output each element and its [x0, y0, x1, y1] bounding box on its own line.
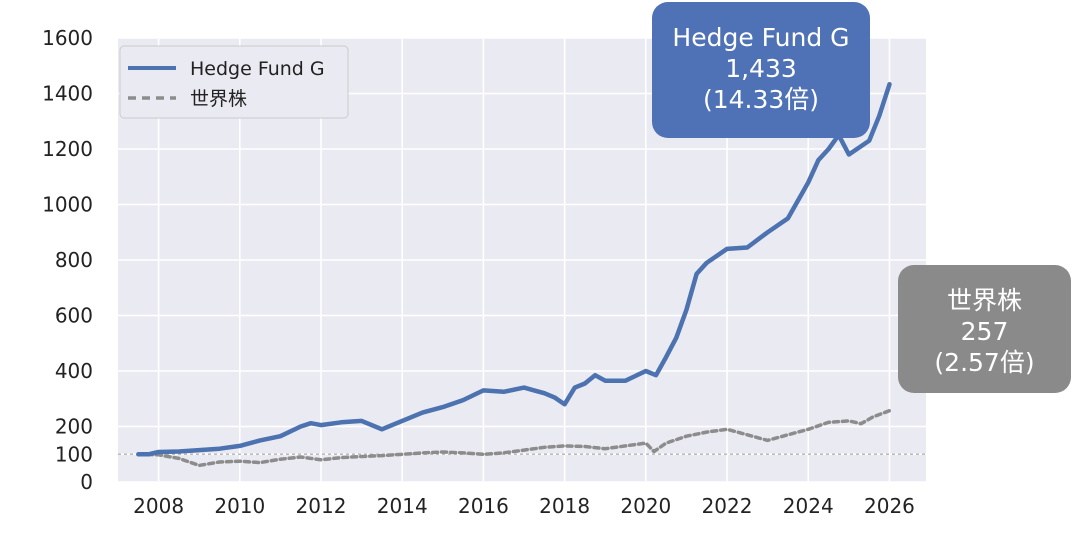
y-tick-label-0: 0	[80, 470, 93, 494]
y-tick-label-9: 1600	[42, 26, 93, 50]
annotation-hedge-fund-g: Hedge Fund G 1,433 (14.33倍)	[652, 2, 870, 138]
x-tick-label-9: 2026	[864, 494, 915, 518]
legend-label-hedge-fund-g: Hedge Fund G	[190, 58, 325, 80]
series-lines	[136, 82, 892, 468]
x-axis-ticks: 2008 2010 2012 2014 2016 2018 2020 2022 2024 2026	[133, 494, 915, 518]
y-tick-label-8: 1400	[42, 82, 93, 106]
annotation-world-stocks-value: 257	[960, 317, 1009, 346]
x-tick-label-3: 2014	[377, 494, 428, 518]
y-tick-label-2: 200	[55, 415, 93, 439]
legend-box	[119, 45, 349, 119]
annotation-world-stocks-name: 世界株	[946, 286, 1022, 315]
x-tick-label-6: 2020	[620, 494, 671, 518]
x-tick-label-4: 2016	[458, 494, 509, 518]
annotation-hedge-fund-g-name: Hedge Fund G	[672, 23, 850, 52]
y-tick-label-3: 400	[55, 359, 93, 383]
x-tick-label-7: 2022	[702, 494, 753, 518]
y-axis-ticks: 0 100 200 400 600 800 1000 1200 1400 1600	[42, 26, 93, 494]
annotation-world-stocks-multiple: (2.57倍)	[934, 348, 1035, 377]
series-line-hedge-fund-g	[136, 82, 892, 457]
x-tick-label-1: 2010	[214, 494, 265, 518]
y-tick-label-6: 1000	[42, 193, 93, 217]
legend: Hedge Fund G 世界株	[119, 45, 349, 119]
annotation-hedge-fund-g-multiple: (14.33倍)	[702, 85, 820, 114]
series-line-world-stocks	[136, 408, 892, 468]
x-tick-label-0: 2008	[133, 494, 184, 518]
annotation-hedge-fund-g-value: 1,433	[725, 54, 797, 83]
x-tick-label-8: 2024	[783, 494, 834, 518]
x-tick-label-2: 2012	[296, 494, 347, 518]
y-tick-label-7: 1200	[42, 137, 93, 161]
annotation-world-stocks: 世界株 257 (2.57倍)	[898, 265, 1071, 393]
y-tick-label-1: 100	[55, 442, 93, 466]
x-tick-label-5: 2018	[539, 494, 590, 518]
legend-label-world-stocks: 世界株	[190, 88, 247, 110]
y-tick-label-4: 600	[55, 304, 93, 328]
y-tick-label-5: 800	[55, 248, 93, 272]
